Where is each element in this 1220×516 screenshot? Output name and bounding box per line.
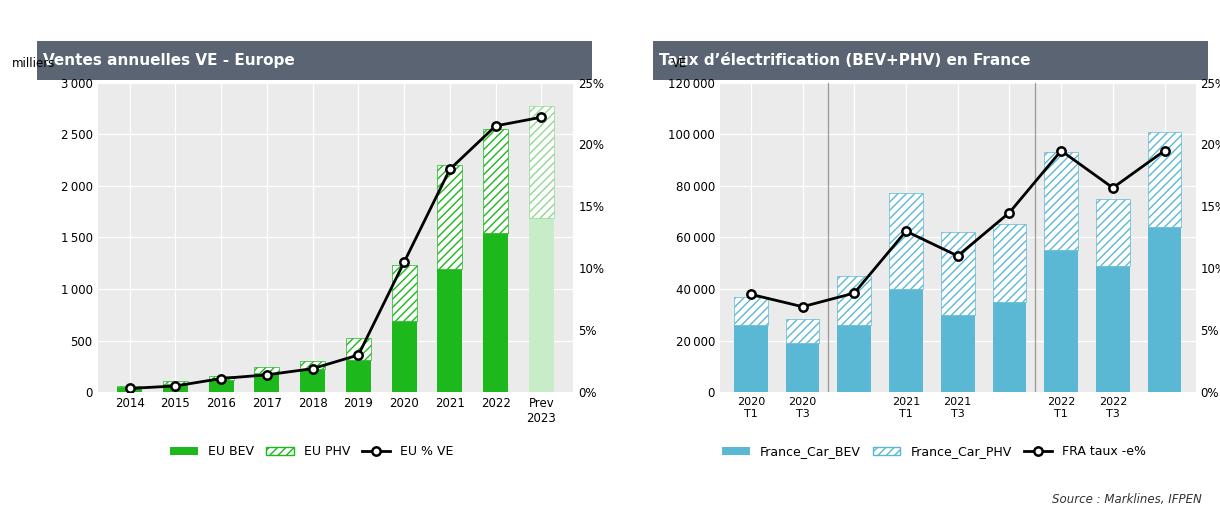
Bar — [786, 318, 820, 343]
Bar — [345, 360, 371, 392]
Bar — [483, 129, 509, 233]
Bar — [117, 386, 143, 387]
Bar — [993, 224, 1026, 302]
Bar — [837, 325, 871, 392]
Bar — [437, 269, 462, 392]
Bar — [162, 384, 188, 392]
Text: milliers: milliers — [12, 57, 55, 70]
Bar — [1044, 250, 1078, 392]
Bar — [392, 265, 417, 321]
Text: Source : Marklines, IFPEN: Source : Marklines, IFPEN — [1052, 493, 1202, 506]
Bar — [392, 321, 417, 392]
Bar — [254, 367, 279, 373]
Bar — [437, 165, 462, 269]
Text: Ventes annuelles VE - Europe: Ventes annuelles VE - Europe — [43, 53, 295, 68]
Bar — [528, 106, 554, 218]
Bar — [300, 369, 326, 392]
Bar — [889, 289, 922, 392]
Bar — [837, 276, 871, 325]
Bar — [1148, 227, 1181, 392]
Bar — [889, 194, 922, 289]
Bar — [162, 381, 188, 384]
Bar — [1096, 199, 1130, 266]
Text: Taux d’électrification (BEV+PHV) en France: Taux d’électrification (BEV+PHV) en Fran… — [659, 53, 1031, 68]
Bar — [941, 315, 975, 392]
Bar — [483, 233, 509, 392]
Bar — [734, 297, 767, 325]
Bar — [117, 387, 143, 392]
Text: VE: VE — [672, 57, 688, 70]
Bar — [300, 361, 326, 369]
Bar — [1044, 152, 1078, 250]
Bar — [734, 325, 767, 392]
Legend: EU BEV, EU PHV, EU % VE: EU BEV, EU PHV, EU % VE — [165, 440, 459, 463]
Bar — [254, 373, 279, 392]
Bar — [941, 232, 975, 315]
Legend: France_Car_BEV, France_Car_PHV, FRA taux -e%: France_Car_BEV, France_Car_PHV, FRA taux… — [717, 440, 1150, 463]
Bar — [1148, 132, 1181, 227]
Bar — [993, 302, 1026, 392]
Bar — [1096, 266, 1130, 392]
Bar — [786, 343, 820, 392]
Bar — [345, 338, 371, 360]
Bar — [528, 218, 554, 392]
Bar — [209, 380, 234, 392]
Bar — [209, 376, 234, 380]
